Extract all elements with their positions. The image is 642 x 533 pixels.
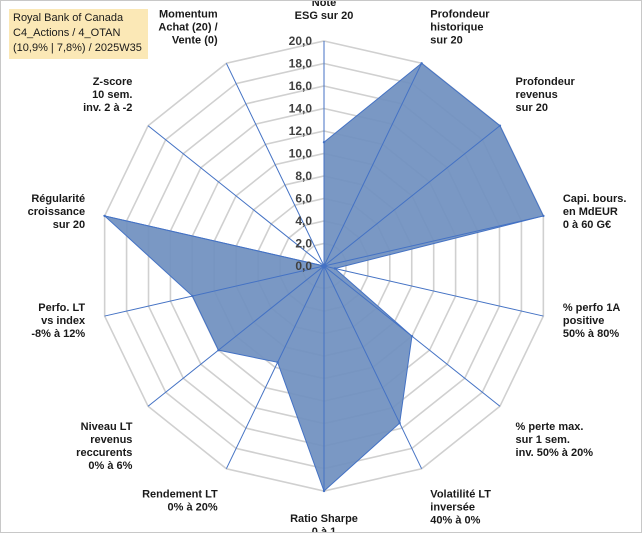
tick-label: 12,0 — [289, 124, 313, 138]
axis-spoke — [225, 63, 325, 267]
data-point — [420, 62, 423, 65]
axis-spoke — [323, 265, 544, 317]
tick-label: 6,0 — [295, 192, 312, 206]
tick-label: 14,0 — [289, 102, 313, 116]
data-point — [410, 334, 414, 338]
axis-spoke — [104, 265, 325, 317]
data-point — [322, 141, 326, 144]
axis-spoke — [323, 63, 423, 267]
axis-label: Note ESG sur 20 — [295, 1, 354, 22]
data-point — [322, 264, 326, 268]
info-box: Royal Bank of Canada C4_Actions / 4_OTAN… — [9, 9, 148, 59]
axis-label: Capi. bours. en MdEUR 0 à 60 G€ — [563, 193, 627, 231]
axis-spoke — [147, 265, 325, 407]
tick-label: 20,0 — [289, 34, 313, 48]
axis-label: Niveau LT revenus reccurents 0% à 6% — [76, 421, 133, 472]
axis-label: Profondeur revenus sur 20 — [516, 76, 576, 114]
data-point — [191, 294, 194, 298]
tick-label: 16,0 — [289, 79, 313, 93]
axis-label: % perte max. sur 1 sem. inv. 50% à 20% — [516, 421, 594, 459]
data-point — [542, 214, 545, 218]
info-period: (10,9% | 7,8%) / 2025W35 — [13, 42, 142, 54]
tick-label: 0,0 — [295, 259, 312, 273]
axis-label: Rendement LT 0% à 20% — [142, 489, 218, 514]
axis-label: Perfo. LT vs index -8% à 12% — [31, 302, 86, 340]
data-point — [398, 421, 401, 425]
info-category: C4_Actions / 4_OTAN — [13, 27, 121, 39]
axis-spoke — [147, 125, 325, 267]
axis-spoke — [104, 215, 325, 267]
axis-spoke — [323, 125, 501, 267]
axis-label: % perfo 1A positive 50% à 80% — [563, 302, 621, 340]
axis-label: Régularité croissance sur 20 — [28, 193, 85, 231]
tick-label: 8,0 — [295, 169, 312, 183]
info-company-name: Royal Bank of Canada — [13, 12, 124, 24]
axis-label: Z-score 10 sem. inv. 2 à -2 — [83, 76, 132, 114]
data-point — [103, 214, 106, 218]
axis-spoke — [225, 265, 325, 469]
data-point — [276, 361, 279, 364]
tick-label: 18,0 — [289, 57, 313, 71]
axis-spoke — [323, 215, 544, 267]
data-point — [333, 267, 337, 270]
axis-label: Profondeur historique sur 20 — [430, 8, 490, 46]
axis-label: Volatilité LT inversée 40% à 0% — [430, 489, 491, 527]
tick-label: 10,0 — [289, 147, 313, 161]
axis-label: Momentum Achat (20) / Vente (0) — [158, 8, 218, 46]
tick-label: 4,0 — [295, 214, 312, 228]
axis-label: Ratio Sharpe 0 à 1 — [290, 513, 358, 532]
data-point — [217, 348, 220, 352]
data-point — [498, 124, 502, 127]
tick-label: 2,0 — [295, 237, 312, 251]
data-point — [322, 489, 326, 493]
axis-spoke — [323, 265, 423, 469]
